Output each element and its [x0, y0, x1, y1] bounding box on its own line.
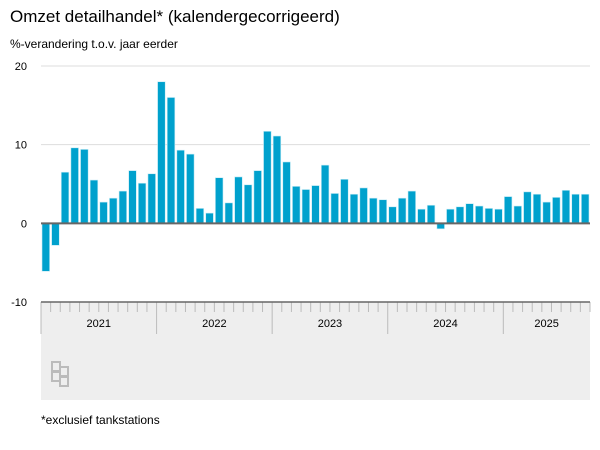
y-axis-label: %-verandering t.o.v. jaar eerder	[10, 37, 178, 51]
axis-band	[41, 302, 590, 400]
x-tick-label-2024: 2024	[433, 318, 457, 330]
y-tick-label: 0	[21, 218, 27, 230]
bar	[446, 208, 455, 224]
bar	[388, 206, 397, 224]
x-tick-label-2022: 2022	[202, 318, 226, 330]
x-tick-label-2025: 2025	[534, 318, 558, 330]
bar	[51, 223, 60, 246]
bar	[484, 208, 493, 224]
bar	[475, 205, 484, 224]
y-tick-label: 20	[15, 61, 27, 73]
bar	[455, 206, 465, 224]
bar	[253, 170, 262, 224]
bar	[282, 161, 291, 224]
bar	[215, 177, 224, 224]
x-tick-label-2023: 2023	[318, 318, 342, 330]
bar	[157, 81, 166, 224]
bar	[465, 203, 474, 224]
bar	[80, 149, 89, 224]
bar	[292, 186, 301, 224]
bar	[581, 193, 590, 224]
bar	[378, 199, 388, 224]
bar	[147, 173, 156, 224]
bar	[542, 201, 551, 224]
bar	[205, 212, 214, 224]
bar	[118, 190, 127, 224]
bar	[138, 182, 147, 224]
bar	[272, 135, 282, 224]
bar	[195, 208, 205, 224]
bar	[311, 185, 320, 224]
bar	[398, 197, 407, 224]
bar	[128, 170, 137, 224]
bar	[504, 196, 513, 224]
bar	[70, 147, 79, 224]
bar	[89, 179, 99, 224]
bar	[166, 97, 176, 224]
bar	[176, 149, 185, 224]
chart-title: Omzet detailhandel* (kalendergecorrigeer…	[10, 7, 340, 26]
bar	[369, 197, 378, 224]
bar	[99, 201, 108, 224]
footnote: *exclusief tankstations	[41, 413, 160, 427]
bar	[234, 176, 243, 224]
bar	[532, 193, 542, 224]
bar	[494, 208, 503, 224]
cbs-logo	[51, 361, 69, 387]
bar	[426, 204, 436, 224]
x-tick-label-2021: 2021	[87, 318, 111, 330]
bar	[109, 197, 118, 224]
bar	[523, 191, 532, 224]
bar	[417, 208, 426, 224]
bar	[186, 153, 195, 224]
bar	[340, 178, 349, 224]
bar	[561, 189, 571, 224]
bar	[552, 197, 561, 224]
bar	[41, 223, 50, 272]
bar	[224, 202, 233, 224]
bar	[330, 193, 339, 224]
bar	[571, 193, 580, 224]
bar	[349, 193, 359, 224]
bar	[407, 190, 416, 224]
bar	[301, 189, 310, 224]
bar	[60, 171, 70, 224]
y-tick-label: 10	[15, 140, 27, 152]
y-tick-label: -10	[11, 297, 27, 309]
bar	[263, 130, 272, 224]
bar	[243, 184, 253, 224]
bar	[321, 164, 330, 224]
bar	[513, 205, 522, 224]
bar	[359, 187, 368, 224]
